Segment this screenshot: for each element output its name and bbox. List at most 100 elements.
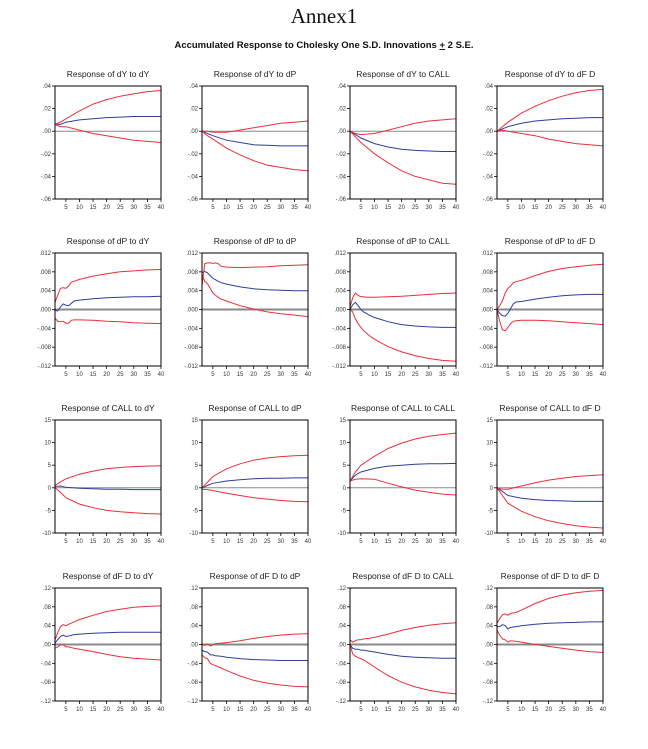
y-tick-label: .004 [334, 289, 346, 295]
plot-frame [54, 419, 162, 534]
x-tick-label: 25 [117, 205, 124, 211]
response-line [496, 117, 603, 132]
y-tick-label: .004 [186, 289, 198, 295]
upper-band-line [349, 292, 457, 308]
x-tick-label: 20 [250, 707, 257, 713]
x-tick-label: 15 [237, 539, 244, 545]
x-tick-label: 40 [305, 372, 312, 378]
x-tick-label: 5 [506, 707, 510, 713]
lower-band-line [54, 487, 162, 515]
x-tick-label: 25 [117, 372, 124, 378]
x-tick-label: 35 [439, 707, 446, 713]
x-tick-label: 5 [506, 539, 510, 545]
y-tick-label: .00 [43, 129, 52, 135]
y-tick-label: 5 [48, 463, 52, 469]
y-tick-label: .008 [334, 270, 346, 276]
panel-title: Response of CALL to dY [61, 403, 155, 413]
y-tick-label: -.06 [336, 197, 347, 203]
y-tick-label: -.02 [336, 152, 347, 158]
response-line [54, 631, 161, 644]
y-tick-label: .12 [43, 586, 52, 592]
x-tick-label: 30 [130, 372, 137, 378]
response-line [349, 462, 457, 482]
y-tick-label: -.08 [188, 680, 199, 686]
y-tick-label: -.012 [332, 364, 346, 370]
panel-title: Response of dF D to dP [210, 571, 301, 581]
panel-title: Response of dY to dY [67, 69, 150, 79]
response-line [349, 644, 456, 659]
y-tick-label: -.004 [37, 326, 51, 332]
response-line [54, 485, 161, 491]
lower-band-line [349, 309, 457, 362]
y-tick-label: .02 [338, 107, 347, 113]
y-tick-label: -.04 [336, 174, 347, 180]
x-tick-label: 30 [277, 707, 284, 713]
y-tick-label: .004 [481, 289, 493, 295]
x-tick-label: 25 [117, 707, 124, 713]
y-tick-label: -.12 [188, 699, 199, 705]
panel-title: Response of dP to dY [67, 236, 150, 246]
upper-band-line [202, 120, 309, 133]
x-tick-label: 10 [371, 707, 378, 713]
x-tick-label: 40 [600, 205, 607, 211]
response-line [496, 293, 603, 317]
x-tick-label: 40 [453, 707, 460, 713]
y-tick-label: -.08 [336, 680, 347, 686]
x-tick-label: 15 [90, 205, 97, 211]
response-line [201, 130, 308, 147]
x-tick-label: 20 [398, 205, 405, 211]
x-tick-label: 20 [250, 372, 257, 378]
x-tick-label: 30 [572, 372, 579, 378]
figure-title-suffix: 2 S.E. [445, 40, 474, 51]
upper-band-line [349, 432, 457, 482]
figure-title: Accumulated Response to Cholesky One S.D… [0, 40, 648, 51]
x-tick-label: 35 [291, 539, 298, 545]
x-tick-label: 10 [76, 707, 83, 713]
y-tick-label: -5 [341, 508, 347, 514]
y-tick-label: -.04 [41, 661, 52, 667]
x-tick-label: 10 [223, 372, 230, 378]
y-tick-label: .08 [190, 605, 199, 611]
x-tick-label: 20 [398, 707, 405, 713]
y-tick-label: .04 [338, 624, 347, 630]
y-tick-label: .12 [485, 586, 494, 592]
y-tick-label: -.02 [188, 152, 199, 158]
x-tick-label: 30 [425, 372, 432, 378]
lower-band-line [201, 654, 309, 688]
x-tick-label: 40 [305, 707, 312, 713]
irf-panel: Response of dY to dY .04 .02 .00 -.02 -.04 -.0… [41, 69, 165, 211]
y-tick-label: -5 [46, 508, 52, 514]
upper-band-line [54, 90, 162, 125]
x-tick-label: 15 [90, 707, 97, 713]
x-tick-label: 10 [223, 539, 230, 545]
x-tick-label: 35 [291, 372, 298, 378]
y-tick-label: -.04 [483, 661, 494, 667]
response-line [497, 621, 603, 630]
y-tick-label: -.02 [41, 152, 52, 158]
y-tick-label: -.12 [41, 699, 52, 705]
lower-band-line [496, 129, 604, 147]
x-tick-label: 20 [103, 707, 110, 713]
lower-band-line [496, 309, 604, 332]
irf-panel: Response of dF D to dF D .12 .08 .04 .00 -.04… [483, 571, 607, 713]
upper-band-line [496, 474, 604, 490]
x-tick-label: 30 [277, 205, 284, 211]
x-tick-label: 20 [398, 539, 405, 545]
x-tick-label: 40 [305, 205, 312, 211]
x-tick-label: 15 [237, 372, 244, 378]
y-tick-label: .008 [39, 270, 51, 276]
x-tick-label: 5 [211, 539, 215, 545]
y-tick-label: -.06 [41, 197, 52, 203]
x-tick-label: 5 [359, 372, 363, 378]
x-tick-label: 20 [545, 372, 552, 378]
x-tick-label: 35 [439, 372, 446, 378]
y-tick-label: .012 [186, 251, 198, 257]
lower-band-line [349, 130, 457, 185]
x-tick-label: 30 [130, 539, 137, 545]
x-tick-label: 30 [572, 707, 579, 713]
y-tick-label: .00 [485, 643, 494, 649]
plot-frame [54, 85, 162, 200]
panel-title: Response of CALL to CALL [351, 403, 455, 413]
x-tick-label: 15 [385, 539, 392, 545]
